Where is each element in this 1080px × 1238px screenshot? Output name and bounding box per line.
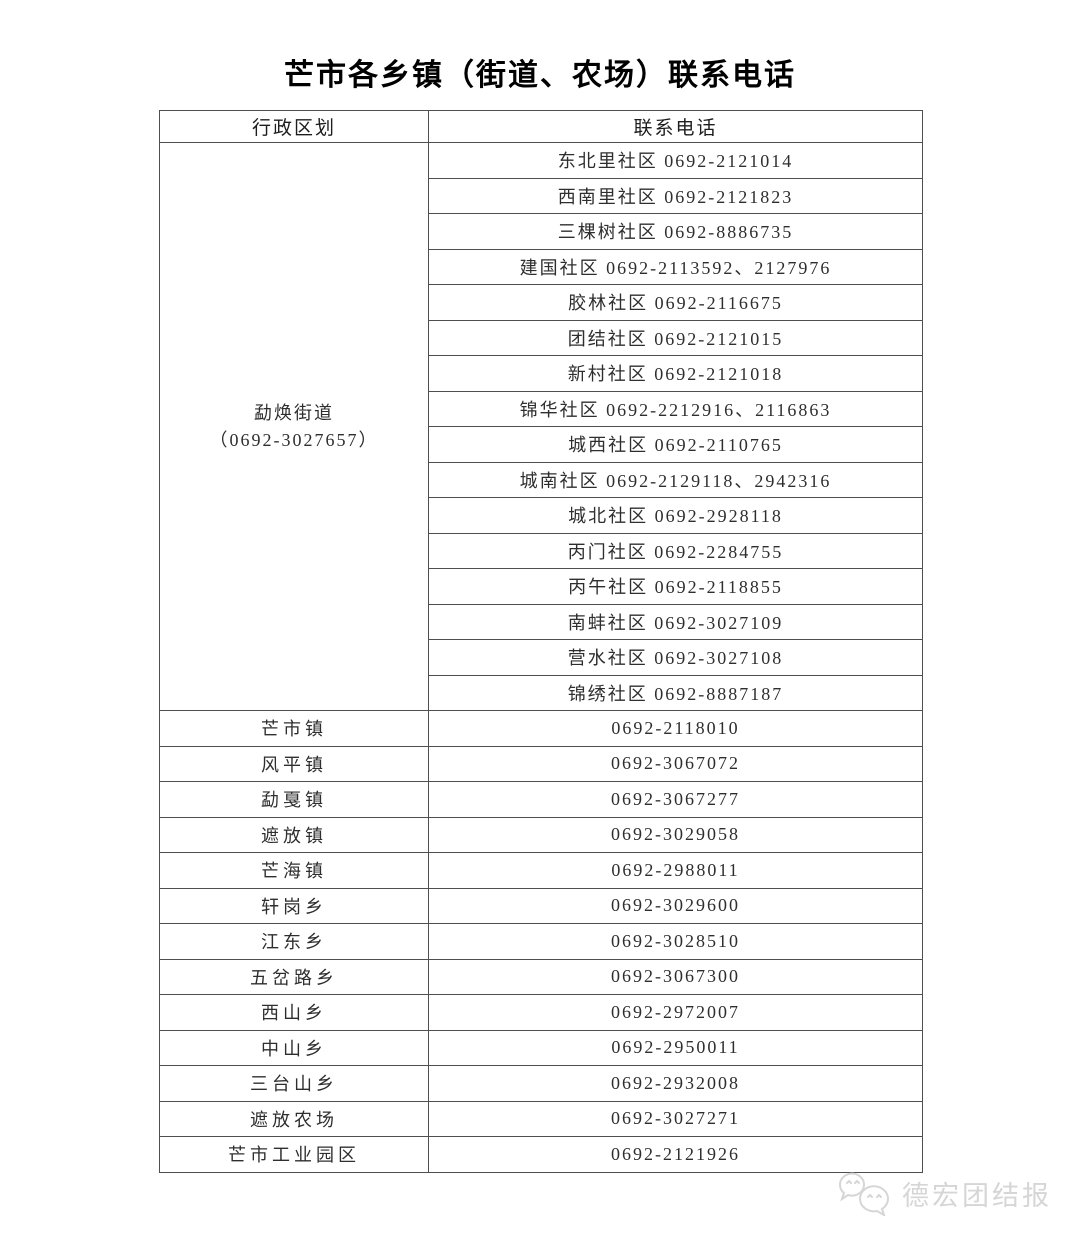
community-phone-cell: 丙门社区 0692-2284755 [428, 532, 923, 569]
district-name-cell: 中山乡 [159, 1029, 429, 1066]
table-row: 锦华社区 0692-2212916、2116863 [160, 390, 923, 427]
phone-number-cell: 0692-2932008 [428, 1065, 923, 1102]
community-phone-cell: 锦华社区 0692-2212916、2116863 [428, 390, 923, 427]
table-row: 西南里社区 0692-2121823 [160, 177, 923, 214]
district-name-cell: 轩岗乡 [159, 887, 429, 924]
district-name-cell: 西山乡 [159, 994, 429, 1031]
phone-number-cell: 0692-3067277 [428, 781, 923, 818]
phone-number-cell: 0692-2972007 [428, 994, 923, 1031]
publisher-watermark: 德宏团结报 [836, 1170, 1052, 1216]
column-header-phone: 联系电话 [428, 110, 923, 143]
wechat-icon [836, 1170, 894, 1216]
table-row: 五岔路乡 0692-3067300 [159, 958, 923, 995]
table-row: 遮放镇 0692-3029058 [159, 816, 923, 853]
column-header-district: 行政区划 [159, 110, 429, 143]
community-phone-cell: 西南里社区 0692-2121823 [428, 177, 923, 214]
contact-table: 行政区划 联系电话 勐焕街道 （0692-3027657） 东北里社区 0692-2… [159, 110, 923, 1173]
table-row: 西山乡 0692-2972007 [159, 994, 923, 1031]
district-name-cell: 风平镇 [159, 745, 429, 782]
table-row: 丙门社区 0692-2284755 [160, 532, 923, 569]
community-phone-cell: 建国社区 0692-2113592、2127976 [428, 248, 923, 285]
table-row: 锦绣社区 0692-8887187 [160, 674, 923, 711]
publisher-name: 德宏团结报 [902, 1180, 1052, 1211]
district-name-cell: 遮放农场 [159, 1100, 429, 1137]
table-row: 三棵树社区 0692-8886735 [160, 213, 923, 250]
table-row: 江东乡 0692-3028510 [159, 923, 923, 960]
district-name-cell: 遮放镇 [159, 816, 429, 853]
community-phone-cell: 胶林社区 0692-2116675 [428, 284, 923, 321]
phone-number-cell: 0692-2988011 [428, 852, 923, 889]
district-name-cell: 五岔路乡 [159, 958, 429, 995]
district-name-cell: 芒海镇 [159, 852, 429, 889]
community-phone-cell: 城西社区 0692-2110765 [428, 426, 923, 463]
community-phone-cell: 丙午社区 0692-2118855 [428, 568, 923, 605]
community-phone-cell: 锦绣社区 0692-8887187 [428, 674, 923, 711]
table-row: 新村社区 0692-2121018 [160, 355, 923, 392]
table-row: 遮放农场 0692-3027271 [159, 1100, 923, 1137]
district-name-cell: 江东乡 [159, 923, 429, 960]
phone-number-cell: 0692-2950011 [428, 1029, 923, 1066]
table-row: 团结社区 0692-2121015 [160, 319, 923, 356]
community-phone-cell: 团结社区 0692-2121015 [428, 319, 923, 356]
community-phone-cell: 新村社区 0692-2121018 [428, 355, 923, 392]
district-group-phone: （0692-3027657） [209, 429, 379, 450]
phone-number-cell: 0692-3027271 [428, 1100, 923, 1137]
community-phone-cell: 营水社区 0692-3027108 [428, 639, 923, 676]
district-name-cell: 勐戛镇 [159, 781, 429, 818]
page-title: 芒市各乡镇（街道、农场）联系电话 [284, 59, 796, 92]
phone-number-cell: 0692-3067072 [428, 745, 923, 782]
table-row: 三台山乡 0692-2932008 [159, 1065, 923, 1102]
phone-number-cell: 0692-3067300 [428, 958, 923, 995]
table-row: 芒市工业园区 0692-2121926 [159, 1136, 923, 1173]
phone-number-cell: 0692-2118010 [428, 710, 923, 747]
table-row: 城西社区 0692-2110765 [160, 426, 923, 463]
table-row: 中山乡 0692-2950011 [159, 1029, 923, 1066]
community-phone-cell: 城北社区 0692-2928118 [428, 497, 923, 534]
header-row: 行政区划 联系电话 [159, 110, 923, 143]
community-phone-cell: 三棵树社区 0692-8886735 [428, 213, 923, 250]
table-row: 营水社区 0692-3027108 [160, 639, 923, 676]
district-name-cell: 三台山乡 [159, 1065, 429, 1102]
district-name-cell: 芒市工业园区 [159, 1136, 429, 1173]
table-row: 城南社区 0692-2129118、2942316 [160, 461, 923, 498]
community-phone-cell: 城南社区 0692-2129118、2942316 [428, 461, 923, 498]
community-phone-cell: 东北里社区 0692-2121014 [428, 142, 923, 179]
community-phone-cell: 南蚌社区 0692-3027109 [428, 603, 923, 640]
table-row: 风平镇 0692-3067072 [159, 745, 923, 782]
phone-number-cell: 0692-3029058 [428, 816, 923, 853]
phone-number-cell: 0692-3029600 [428, 887, 923, 924]
phone-number-cell: 0692-3028510 [428, 923, 923, 960]
table-row: 芒海镇 0692-2988011 [159, 852, 923, 889]
table-row: 芒市镇 0692-2118010 [159, 710, 923, 747]
district-group-name: 勐焕街道 [254, 402, 334, 423]
table-row: 南蚌社区 0692-3027109 [160, 603, 923, 640]
table-body: 勐焕街道 （0692-3027657） 东北里社区 0692-2121014 西南里社… [159, 142, 923, 1173]
table-row: 轩岗乡 0692-3029600 [159, 887, 923, 924]
table-row: 勐戛镇 0692-3067277 [159, 781, 923, 818]
district-group-cell: 勐焕街道 （0692-3027657） [159, 142, 429, 711]
table-row: 胶林社区 0692-2116675 [160, 284, 923, 321]
district-name-cell: 芒市镇 [159, 710, 429, 747]
table-row: 勐焕街道 （0692-3027657） 东北里社区 0692-2121014 [159, 142, 923, 711]
phone-number-cell: 0692-2121926 [428, 1136, 923, 1173]
table-row: 城北社区 0692-2928118 [160, 497, 923, 534]
